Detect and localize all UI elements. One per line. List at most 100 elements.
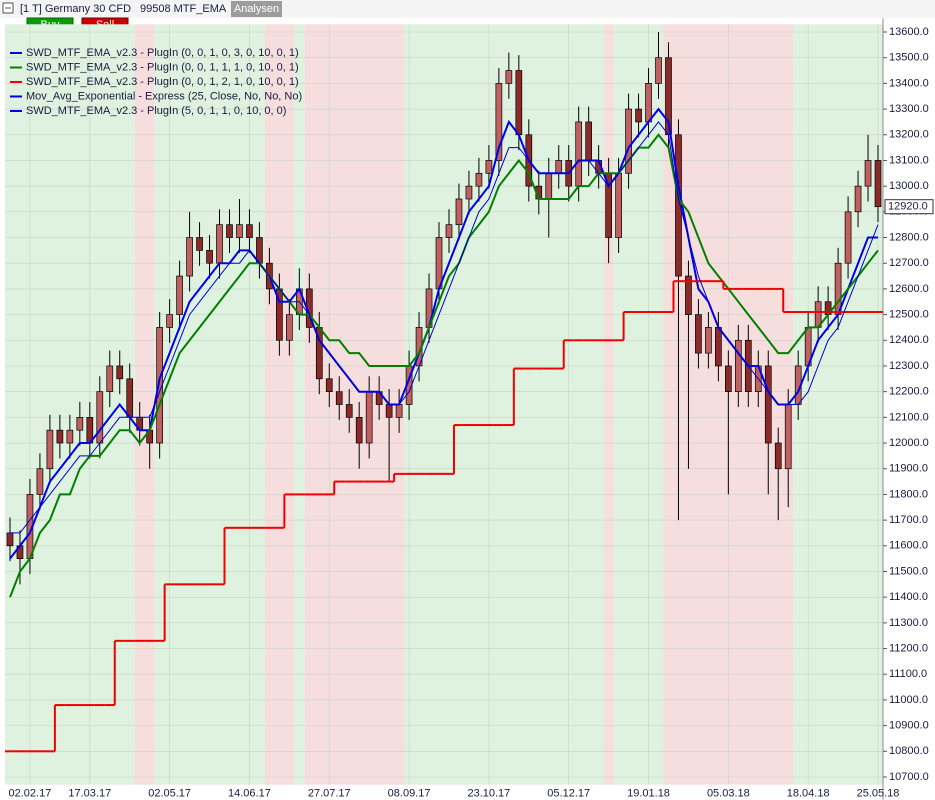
y-tick-label: 13600.0	[889, 26, 929, 38]
candle-body	[355, 416, 363, 444]
candle-body	[106, 365, 114, 393]
candle-body	[685, 275, 692, 315]
legend-label: Mov_Avg_Exponential - Express (25, Close…	[26, 90, 302, 102]
signal-zone	[264, 24, 295, 785]
y-tick-label: 13000.0	[889, 180, 929, 192]
y-tick-label: 12400.0	[889, 334, 929, 346]
y-tick-label: 13500.0	[889, 52, 929, 64]
header-title: [1 T] Germany 30 CFD	[20, 3, 131, 15]
signal-zone	[603, 24, 614, 785]
candle-body	[625, 108, 632, 174]
candle-body	[695, 314, 702, 354]
y-tick-label: 10700.0	[889, 771, 929, 783]
candle-body	[365, 391, 373, 444]
y-tick-label: 10800.0	[889, 745, 929, 757]
candle-body	[206, 250, 213, 264]
candle-body	[854, 185, 862, 213]
plot-area: 10700.0 10800.0 10900.0 11000.0 11100.0 11200…	[5, 18, 934, 800]
y-tick-label: 13200.0	[889, 129, 929, 141]
last-price-box	[884, 199, 934, 215]
y-tick-label: 11800.0	[889, 488, 928, 500]
candle-body	[655, 57, 662, 84]
candle-body	[844, 211, 852, 264]
y-tick-label: 13400.0	[889, 77, 929, 89]
signal-zone	[154, 24, 265, 785]
candle-body	[345, 404, 353, 418]
x-tick-label: 23.10.17	[467, 788, 510, 800]
y-tick-label: 11900.0	[889, 463, 928, 475]
candle-body	[36, 468, 44, 495]
candle-body	[46, 429, 54, 470]
signal-zone	[404, 24, 604, 785]
signal-zone	[5, 24, 135, 785]
candle-body	[555, 160, 563, 174]
candle-body	[485, 160, 493, 174]
indicator-line	[9, 133, 879, 598]
x-tick-label: 08.09.17	[388, 788, 431, 800]
candle-body	[286, 314, 293, 341]
candle-body	[196, 237, 203, 251]
signal-zone	[134, 24, 155, 785]
candle-body	[635, 108, 642, 123]
y-tick-label: 11600.0	[889, 540, 928, 552]
candle-body	[705, 327, 712, 354]
candle-body	[226, 224, 233, 238]
candle-body	[585, 121, 593, 161]
candle-body	[475, 172, 483, 187]
y-tick-label: 11500.0	[889, 565, 928, 577]
header-strategy: 99508 MTF_EMA	[140, 3, 227, 15]
candle-body	[325, 378, 333, 393]
candle-body	[774, 442, 782, 470]
x-tick-label: 18.04.18	[787, 788, 830, 800]
analysen-button[interactable]	[231, 1, 282, 17]
y-tick-label: 12700.0	[889, 257, 929, 269]
candle-body	[495, 83, 503, 161]
x-tick-label: 02.02.17	[9, 788, 52, 800]
signal-zone	[294, 24, 305, 785]
x-tick-label: 17.03.17	[68, 788, 111, 800]
y-tick-label: 11000.0	[889, 694, 928, 706]
candle-body	[645, 83, 652, 123]
analysen-label: Analysen	[234, 3, 279, 15]
x-tick-label: 02.05.17	[148, 788, 191, 800]
candle-body	[385, 404, 393, 418]
y-tick-label: 12500.0	[889, 308, 929, 320]
y-tick-label: 12300.0	[889, 360, 929, 372]
candle-body	[445, 224, 453, 238]
legend-label: SWD_MTF_EMA_v2.3 - PlugIn (0, 0, 1, 2, 1…	[26, 76, 299, 88]
candle-body	[615, 172, 622, 238]
candle-body	[395, 404, 403, 418]
candle-body	[725, 365, 732, 393]
y-tick-label: 11700.0	[889, 514, 928, 526]
x-tick-label: 05.12.17	[547, 788, 590, 800]
candle-body	[56, 429, 64, 444]
candle-body	[715, 327, 722, 367]
candle-body	[66, 429, 74, 444]
candle-body	[545, 172, 553, 200]
legend-label: SWD_MTF_EMA_v2.3 - PlugIn (5, 0, 1, 1, 0…	[26, 105, 286, 117]
candle-body	[96, 391, 104, 444]
y-tick-label: 12100.0	[889, 411, 929, 423]
candle-body	[6, 532, 14, 547]
candle-body	[236, 224, 243, 238]
legend-label: SWD_MTF_EMA_v2.3 - PlugIn (0, 0, 1, 1, 1…	[26, 61, 299, 73]
indicator-line	[10, 121, 879, 534]
candle-body	[126, 378, 134, 418]
candle-body	[216, 224, 223, 264]
x-tick-label: 19.01.18	[627, 788, 670, 800]
candle-body	[465, 185, 473, 200]
signal-zone	[793, 24, 883, 785]
candle-body	[116, 365, 124, 380]
candle-body	[176, 275, 183, 315]
y-tick-label: 11200.0	[889, 642, 928, 654]
signal-zone	[613, 24, 664, 785]
last-price-label: 12920.0	[888, 201, 928, 213]
candle-body	[186, 237, 193, 277]
candle-body	[734, 339, 742, 393]
candle-body	[455, 198, 463, 226]
x-tick-label: 14.06.17	[228, 788, 271, 800]
candle-body	[764, 365, 772, 444]
y-tick-label: 13100.0	[889, 154, 929, 166]
candle-body	[166, 314, 173, 328]
